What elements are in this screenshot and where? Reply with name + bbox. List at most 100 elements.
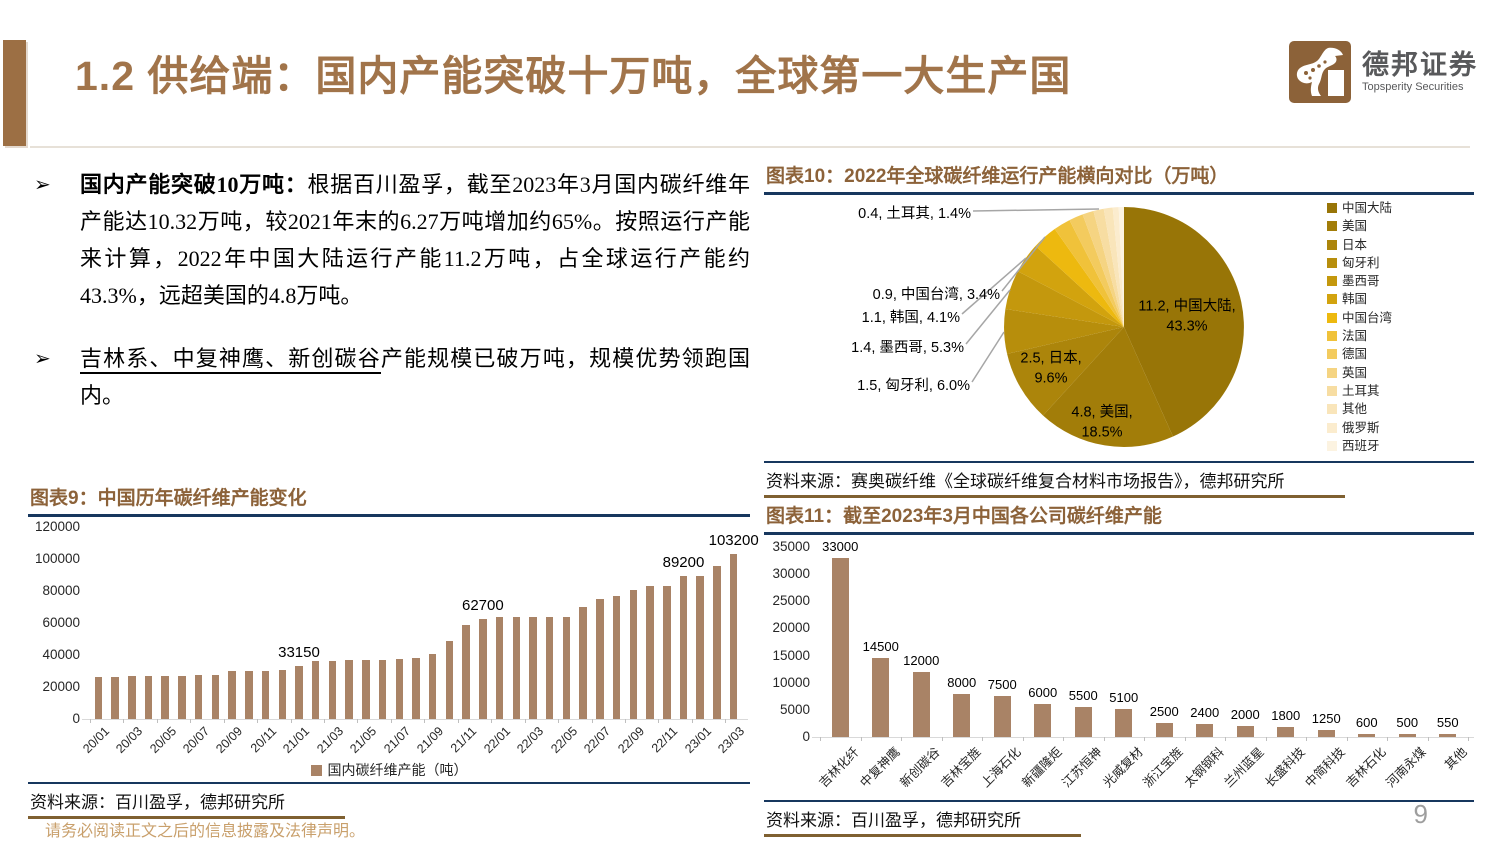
pie-slice xyxy=(1118,206,1124,327)
bullet-text: 根据百川盈孚，截至2023年3月国内碳纤维年产能达10.32万吨，较2021年末… xyxy=(80,172,750,308)
bullet-text: 产能规模已破万吨，规模优势领跑国内。 xyxy=(80,346,750,408)
brand-name: 德邦证券 Topsperity Securities xyxy=(1362,50,1478,94)
bar-value-label: 14500 xyxy=(862,639,899,655)
y-axis-label: 15000 xyxy=(772,647,810,663)
bar xyxy=(295,665,303,719)
pie-inside-label: 4.8, 美国, 18.5% xyxy=(1071,404,1133,440)
bar xyxy=(679,576,688,719)
bar xyxy=(328,660,337,719)
callout-leader-line xyxy=(971,331,1005,383)
axis-tick xyxy=(357,719,359,723)
pie-callout-label: 1.1, 韩国, 4.1% xyxy=(861,310,960,326)
bar xyxy=(178,676,186,719)
pie-slice xyxy=(1035,229,1124,327)
y-axis-label: 0 xyxy=(72,711,80,726)
bullet-arrow-icon: ➢ xyxy=(34,346,51,370)
bar xyxy=(378,659,387,719)
bar-value-label: 2400 xyxy=(1190,704,1220,720)
bar xyxy=(1236,726,1254,737)
figure-9-source: 资料来源：百川盈孚，德邦研究所 xyxy=(28,782,750,819)
axis-tick xyxy=(1144,737,1145,741)
pie-legend-item: 德国 xyxy=(1327,343,1392,361)
legend-swatch-icon xyxy=(1327,349,1337,360)
bar xyxy=(1358,733,1376,737)
y-axis-label: 10000 xyxy=(772,674,810,690)
source-text: 资料来源：赛奥碳纤维《全球碳纤维复合材料市场报告》，德邦研究所 xyxy=(764,466,1345,498)
bar xyxy=(245,671,253,719)
pie-slice xyxy=(1082,211,1124,327)
axis-tick xyxy=(982,737,983,741)
pie-slice xyxy=(1103,207,1124,327)
bar xyxy=(646,586,654,719)
callout-leader-line xyxy=(965,289,1011,345)
pie-legend-item: 土耳其 xyxy=(1327,380,1392,398)
axis-tick xyxy=(524,719,526,723)
axis-tick xyxy=(424,719,426,723)
brand-logo: 德邦证券 Topsperity Securities xyxy=(1288,40,1478,104)
pie-slice xyxy=(1112,207,1124,327)
bar-value-label: 2500 xyxy=(1149,704,1179,720)
axis-tick xyxy=(1427,737,1429,741)
bar xyxy=(362,660,370,719)
axis-tick xyxy=(725,719,727,723)
legend-swatch-icon xyxy=(1327,221,1337,232)
figure-9: 图表9：中国历年碳纤维产能变化 国内碳纤维产能（吨） 120000 100000 8… xyxy=(28,482,759,819)
legal-disclaimer: 请务必阅读正文之后的信息披露及法律声明。 xyxy=(45,823,366,840)
bar xyxy=(194,675,203,719)
bar xyxy=(729,553,738,719)
axis-tick xyxy=(1346,737,1348,741)
bar xyxy=(1317,730,1335,737)
pie-slice xyxy=(1017,246,1124,327)
bar xyxy=(495,616,504,719)
bar-annotation: 33150 xyxy=(278,643,320,661)
bar-value-label: 5100 xyxy=(1109,690,1139,706)
figure-9-title: 图表9：中国历年碳纤维产能变化 xyxy=(28,482,750,517)
pie-legend-item: 中国台湾 xyxy=(1327,307,1392,325)
pie-chart xyxy=(961,206,1244,447)
pie-legend-item: 法国 xyxy=(1327,325,1392,343)
bar xyxy=(1115,709,1133,737)
bar xyxy=(1277,727,1295,737)
axis-tick xyxy=(1063,737,1064,741)
legend-swatch-icon xyxy=(1327,440,1337,451)
bar xyxy=(831,557,849,737)
bar xyxy=(261,671,270,719)
figure-11: 图表11：截至2023年3月中国各公司碳纤维产能 35000 30000 25000… xyxy=(764,500,1474,837)
axis-tick xyxy=(1468,737,1469,741)
axis-tick xyxy=(90,719,91,723)
pie-inside-label: 11.2, 中国大陆, 43.3% xyxy=(1138,298,1236,334)
pie-slice xyxy=(1054,220,1124,327)
pie-legend-item: 西班牙 xyxy=(1327,435,1392,453)
legend-swatch-icon xyxy=(310,765,322,776)
bar xyxy=(395,659,404,719)
axis-tick xyxy=(257,719,259,723)
figure-11-source: 资料来源：百川盈孚，德邦研究所 xyxy=(764,800,1474,837)
figure-10: 图表10：2022年全球碳纤维运行产能横向对比（万吨） 中国大陆 美国 日本 匈牙利墨… xyxy=(764,160,1474,498)
pie-inside-label: 2.5, 日本, 9.6% xyxy=(1020,350,1082,386)
bar xyxy=(696,576,704,719)
pie-legend-item: 美国 xyxy=(1327,215,1392,233)
bar-annotation: 103200 xyxy=(708,531,759,549)
bar xyxy=(345,660,353,719)
bar-value-label: 33000 xyxy=(822,538,859,554)
bar xyxy=(1034,704,1052,737)
bar-value-label: 1250 xyxy=(1311,711,1341,727)
pie-legend-item: 墨西哥 xyxy=(1327,270,1392,288)
axis-tick xyxy=(156,719,158,723)
pie-callout-label: 0.4, 土耳其, 1.4% xyxy=(858,206,971,222)
bullet-domestic-capacity: ➢ 国内产能突破10万吨：根据百川盈孚，截至2023年3月国内碳纤维年产能达10… xyxy=(28,166,750,314)
pie-slice xyxy=(1004,309,1124,354)
bar xyxy=(94,676,103,719)
bar-annotation: 62700 xyxy=(462,596,504,614)
legend-swatch-icon xyxy=(1327,294,1337,305)
bar xyxy=(512,616,521,719)
axis-tick xyxy=(223,719,225,723)
bar xyxy=(629,590,638,719)
axis-tick xyxy=(558,719,560,723)
pie-legend-item: 日本 xyxy=(1327,234,1392,252)
bar-value-label: 7500 xyxy=(987,677,1017,693)
legend-swatch-icon xyxy=(1327,312,1337,323)
callout-leader-line xyxy=(961,257,1027,315)
bar xyxy=(128,676,136,719)
